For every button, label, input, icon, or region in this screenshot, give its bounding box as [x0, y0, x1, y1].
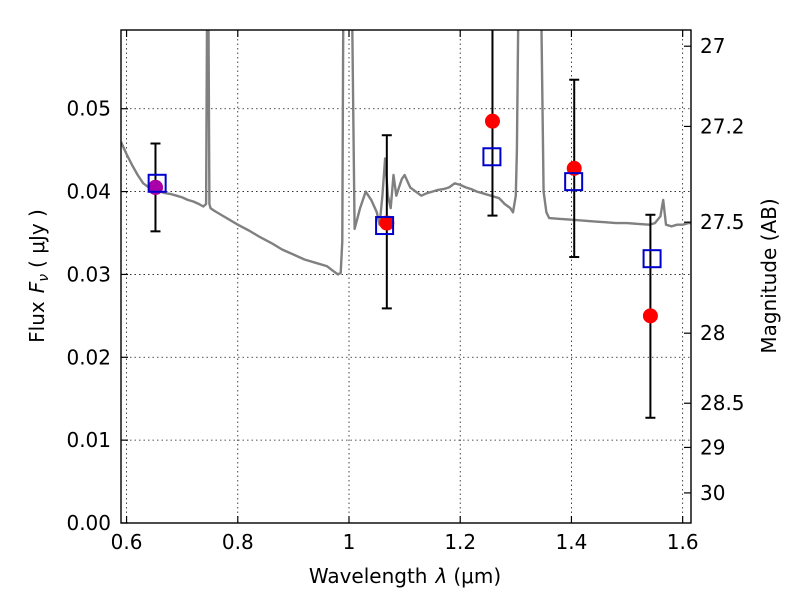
model-spectrum — [121, 30, 691, 276]
axis-ticks: 0.6 0.8 1 1.2 1.4 1.6 0.00 0.01 0.02 0.03 0.04 0.05… — [66, 30, 745, 554]
x-tick-label: 0.6 — [111, 530, 143, 554]
y2-tick-label: 28 — [700, 321, 725, 345]
y-tick-label: 0.01 — [66, 428, 111, 452]
x-axis-title: Wavelength λ (μm) — [309, 564, 501, 588]
y-tick-label: 0.00 — [66, 511, 111, 535]
x-axis-symbol: λ — [435, 564, 448, 588]
x-tick-label: 1.6 — [667, 530, 699, 554]
y-axis-label: Flux — [25, 301, 49, 343]
x-axis-label: Wavelength — [309, 564, 428, 588]
data-points — [147, 113, 662, 324]
y-axis-symbol: F — [25, 281, 49, 293]
y-axis-title: Flux Fν ( μJy ) — [25, 209, 52, 343]
y-tick-label: 0.04 — [66, 180, 111, 204]
y-axis-unit: ( μJy ) — [25, 209, 49, 268]
observed-flux-point — [566, 160, 582, 176]
spectrum-line — [121, 30, 691, 276]
observed-flux-point — [642, 308, 658, 324]
observed-flux-point — [484, 113, 500, 129]
x-axis-unit: (μm) — [453, 564, 501, 588]
x-tick-label: 1.2 — [444, 530, 476, 554]
model-flux-square — [564, 172, 584, 192]
y2-tick-label: 28.5 — [700, 391, 745, 415]
model-flux-square — [147, 173, 167, 193]
plot-frame — [120, 29, 692, 524]
model-flux-square — [642, 249, 662, 269]
y2-tick-label: 30 — [700, 481, 725, 505]
y2-tick-label: 27.2 — [700, 114, 745, 138]
y-tick-label: 0.05 — [66, 97, 111, 121]
svg-text:FluxFν( μJy ): Flux Fν ( μJy ) — [25, 209, 52, 343]
x-tick-label: 1 — [343, 530, 356, 554]
y2-tick-label: 27 — [700, 34, 725, 58]
x-tick-label: 1.4 — [556, 530, 588, 554]
x-tick-label: 0.8 — [222, 530, 254, 554]
model-flux-square — [375, 216, 395, 236]
y-tick-label: 0.02 — [66, 345, 111, 369]
y2-axis-title: Magnitude (AB) — [757, 198, 781, 353]
error-bars — [150, 30, 656, 419]
model-flux-square — [482, 147, 502, 167]
y2-tick-label: 29 — [700, 435, 725, 459]
observed-flux-point — [379, 215, 395, 231]
axes-frame — [120, 29, 692, 524]
y-tick-label: 0.03 — [66, 262, 111, 286]
y-axis-subscript: ν — [36, 274, 52, 282]
y2-tick-label: 27.5 — [700, 210, 745, 234]
y2-axis-label: Magnitude (AB) — [757, 198, 781, 353]
